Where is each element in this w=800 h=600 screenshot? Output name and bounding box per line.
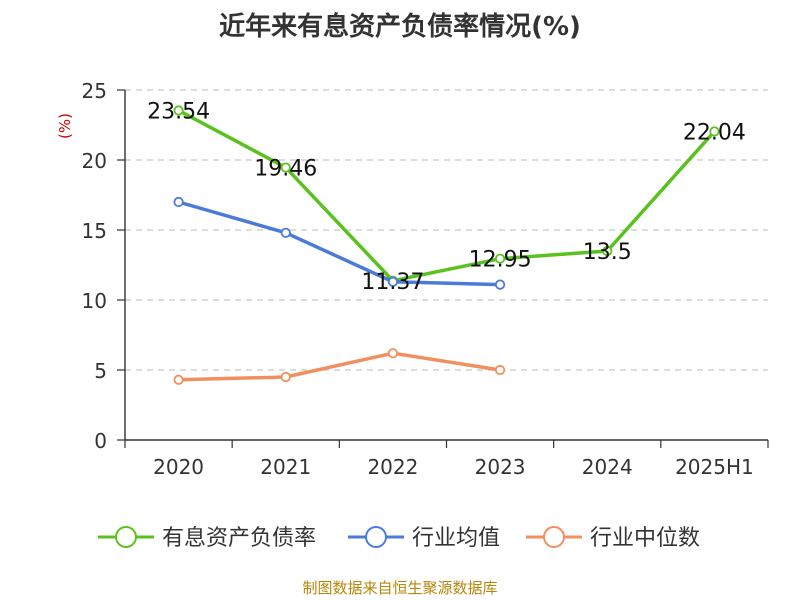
x-tick-label: 2025H1 xyxy=(675,455,754,479)
grid-lines xyxy=(125,89,768,371)
chart-title: 近年来有息资产负债率情况(%) xyxy=(219,12,581,42)
axes: 0 5 10 15 20 25 (%) 2020 2021 2022 2023 2024 2025H1 xyxy=(56,79,769,479)
data-label: 12.95 xyxy=(469,248,532,273)
data-label: 11.37 xyxy=(361,270,424,295)
series-line xyxy=(178,351,501,382)
series-lines xyxy=(173,105,720,385)
data-label: 13.5 xyxy=(583,240,632,265)
data-point xyxy=(494,364,506,376)
data-label: 23.54 xyxy=(147,99,210,124)
data-point xyxy=(387,276,399,287)
source-note: 制图数据来自恒生聚源数据库 xyxy=(302,579,498,597)
legend-label: 有息资产负债率 xyxy=(162,526,316,551)
data-point xyxy=(709,126,720,137)
y-tick-label: 25 xyxy=(82,79,107,103)
data-label: 22.04 xyxy=(683,120,746,145)
series-line xyxy=(177,108,716,283)
data-point xyxy=(387,348,399,359)
legend-label: 行业中位数 xyxy=(590,526,700,551)
series-line xyxy=(178,200,501,287)
x-tick-label: 2023 xyxy=(475,455,526,479)
legend-swatch-marker xyxy=(115,526,137,548)
data-point xyxy=(494,279,506,290)
data-point xyxy=(173,105,184,116)
data-labels: 23.54 19.46 11.37 12.95 13.5 22.04 xyxy=(147,99,746,294)
data-point xyxy=(280,162,291,173)
x-tick-label: 2021 xyxy=(260,455,311,479)
x-tick-label: 2022 xyxy=(367,455,418,479)
legend-swatch-marker xyxy=(365,526,387,548)
legend-label: 行业均值 xyxy=(412,526,500,551)
data-point xyxy=(280,227,291,238)
data-point xyxy=(494,253,506,264)
data-point xyxy=(173,196,184,208)
x-tick-label: 2020 xyxy=(153,455,204,479)
legend-swatch-marker xyxy=(543,526,565,548)
legend: 有息资产负债率 行业均值 行业中位数 xyxy=(98,526,700,551)
data-point xyxy=(173,374,184,385)
y-axis-label: (%) xyxy=(56,113,74,139)
y-tick-label: 0 xyxy=(94,429,107,453)
data-point xyxy=(280,371,291,383)
y-tick-label: 15 xyxy=(82,219,107,243)
y-tick-label: 20 xyxy=(82,149,107,173)
y-tick-label: 5 xyxy=(94,359,107,383)
data-point xyxy=(602,245,613,257)
data-label: 19.46 xyxy=(254,157,317,182)
x-tick-label: 2024 xyxy=(582,455,633,479)
y-tick-label: 10 xyxy=(82,289,107,313)
